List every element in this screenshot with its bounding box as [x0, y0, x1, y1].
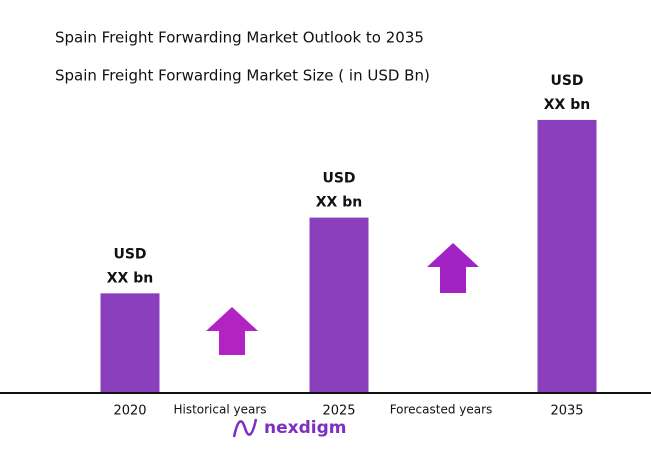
value-label: USD [322, 171, 355, 187]
logo: nexdigm [232, 418, 346, 438]
bar [537, 119, 597, 392]
chart-subtitle: Spain Freight Forwarding Market Size ( i… [55, 67, 430, 85]
annotation: Forecasted years [390, 403, 493, 417]
x-tick-label: 2020 [113, 404, 146, 419]
logo-icon [232, 418, 258, 438]
value-label: XX bn [544, 97, 590, 113]
value-label: XX bn [316, 195, 362, 211]
value-label: XX bn [107, 270, 153, 286]
x-tick-label: 2025 [322, 404, 355, 419]
bar [100, 293, 160, 392]
up-arrow [206, 307, 258, 355]
x-tick-label: 2035 [550, 404, 583, 419]
annotation: Historical years [173, 403, 266, 417]
chart-title: Spain Freight Forwarding Market Outlook … [55, 29, 424, 47]
bar [309, 217, 369, 392]
value-label: USD [550, 73, 583, 89]
up-arrow [427, 243, 479, 293]
logo-text: nexdigm [264, 418, 346, 438]
value-label: USD [113, 246, 146, 262]
